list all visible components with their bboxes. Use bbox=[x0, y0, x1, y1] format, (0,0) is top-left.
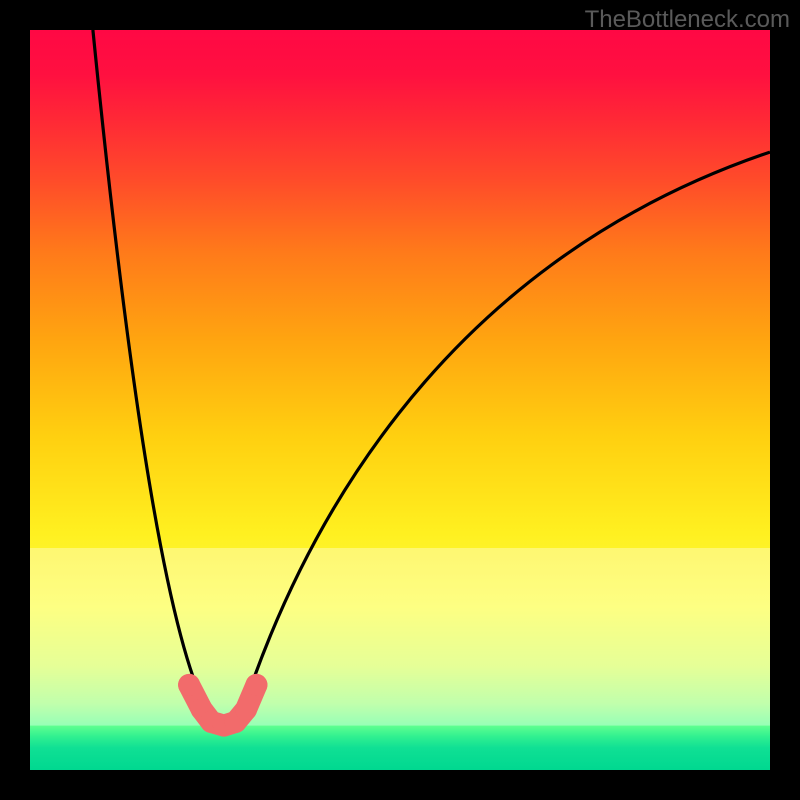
chart-frame: TheBottleneck.com bbox=[0, 0, 800, 800]
marker-dot bbox=[178, 674, 200, 696]
marker-dot bbox=[245, 674, 267, 696]
watermark-text: TheBottleneck.com bbox=[585, 6, 790, 34]
marker-dot bbox=[235, 698, 257, 720]
bottleneck-chart bbox=[0, 0, 800, 800]
pale-band bbox=[30, 548, 770, 726]
